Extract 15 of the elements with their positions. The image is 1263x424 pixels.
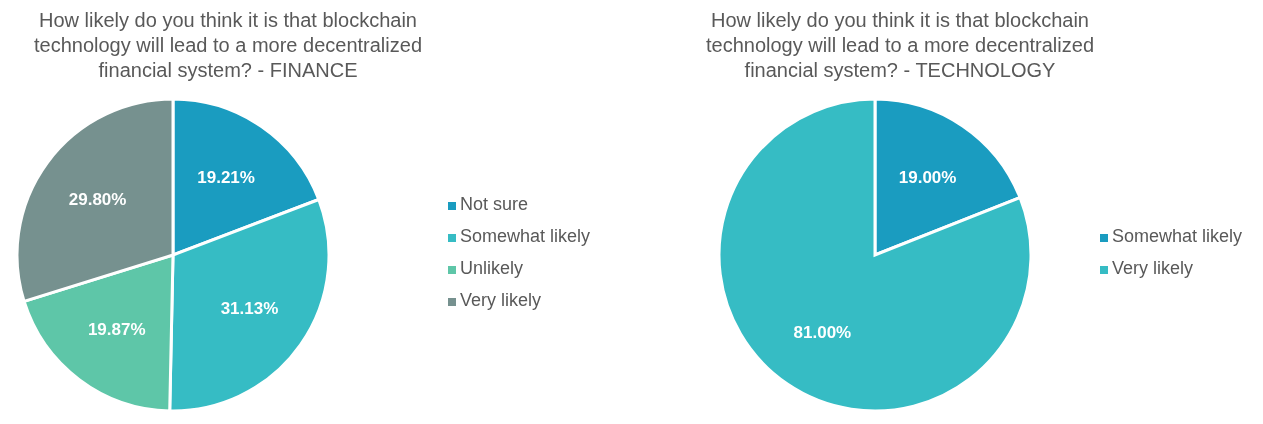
data-label: 29.80% <box>68 190 127 209</box>
data-label: 19.87% <box>87 320 146 340</box>
chart-title: How likely do you think it is that blockchain technology will lead to a more decentralized financial system? - FINANCE <box>33 8 423 83</box>
data-label: 81.00% <box>793 322 852 342</box>
data-label: 19.21% <box>197 168 255 188</box>
legend-label: Somewhat likely <box>1111 226 1242 246</box>
legend-label: Very likely <box>459 290 541 310</box>
legend-label: Somewhat likely <box>459 226 590 246</box>
data-label: 19.00% <box>898 168 957 188</box>
pie-slice <box>717 97 1033 412</box>
legend-label: Not sure <box>459 194 528 214</box>
data-label: 31.13% <box>220 299 279 319</box>
legend-label: Very likely <box>1111 258 1193 278</box>
chart-title: How likely do you think it is that blockchain technology will lead to a more decentralized financial system? - TECHNOLOGY <box>705 8 1095 83</box>
legend-label: Unlikely <box>459 258 523 278</box>
